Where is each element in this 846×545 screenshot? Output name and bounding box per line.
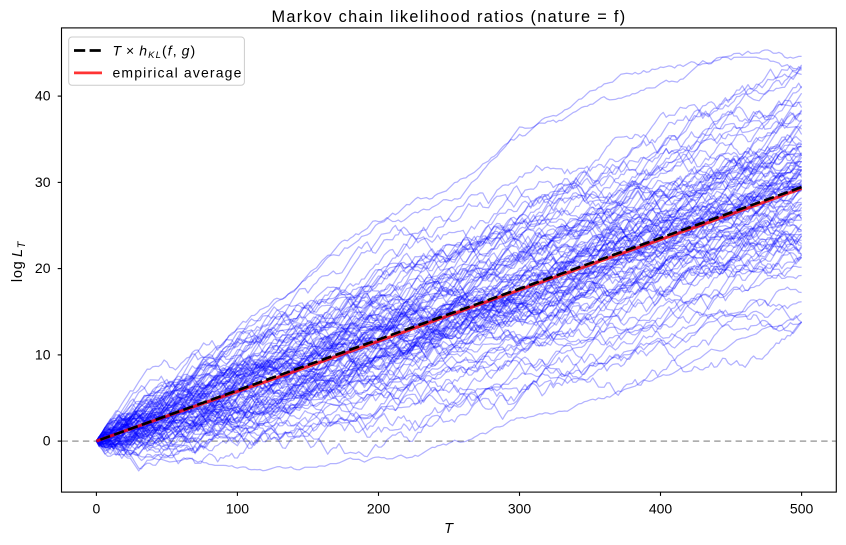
svg-text:200: 200 xyxy=(367,500,391,516)
svg-text:log LT: log LT xyxy=(10,240,28,282)
svg-text:100: 100 xyxy=(226,500,250,516)
svg-text:T × hKL(f, g): T × hKL(f, g) xyxy=(113,42,197,61)
svg-text:20: 20 xyxy=(35,260,51,276)
svg-text:10: 10 xyxy=(35,346,51,362)
svg-text:empirical average: empirical average xyxy=(113,65,243,81)
svg-text:T: T xyxy=(444,521,454,537)
svg-text:Markov chain likelihood ratios: Markov chain likelihood ratios (nature =… xyxy=(272,8,627,26)
svg-text:40: 40 xyxy=(35,88,51,104)
svg-text:500: 500 xyxy=(790,500,814,516)
svg-text:0: 0 xyxy=(43,433,51,449)
svg-text:400: 400 xyxy=(649,500,673,516)
svg-text:0: 0 xyxy=(93,500,101,516)
svg-text:30: 30 xyxy=(35,174,51,190)
svg-text:300: 300 xyxy=(508,500,532,516)
